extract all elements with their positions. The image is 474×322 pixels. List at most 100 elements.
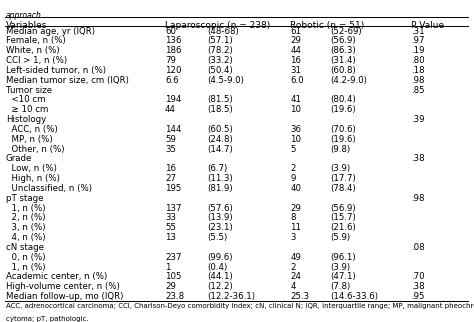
Text: (81.9): (81.9) (207, 184, 232, 193)
Text: (19.6): (19.6) (330, 105, 356, 114)
Text: 3: 3 (291, 233, 296, 242)
Text: (4.2-9.0): (4.2-9.0) (330, 76, 367, 85)
Text: (52-69): (52-69) (330, 27, 362, 36)
Text: (12.2): (12.2) (207, 282, 233, 291)
Text: (80.4): (80.4) (330, 95, 356, 104)
Text: (48-68): (48-68) (207, 27, 238, 36)
Text: (3.9): (3.9) (330, 164, 350, 173)
Text: 40: 40 (291, 184, 301, 193)
Text: Academic center, n (%): Academic center, n (%) (6, 272, 107, 281)
Text: (12.2-36.1): (12.2-36.1) (207, 292, 255, 301)
Text: 1: 1 (165, 262, 171, 271)
Text: 3, n (%): 3, n (%) (6, 223, 45, 232)
Text: .18: .18 (411, 66, 425, 75)
Text: 16: 16 (165, 164, 176, 173)
Text: .85: .85 (411, 86, 425, 95)
Text: 60: 60 (165, 27, 176, 36)
Text: 5: 5 (291, 145, 296, 154)
Text: .38: .38 (411, 282, 425, 291)
Text: 6.6: 6.6 (165, 76, 179, 85)
Text: 4, n (%): 4, n (%) (6, 233, 45, 242)
Text: (0.4): (0.4) (207, 262, 227, 271)
Text: (24.8): (24.8) (207, 135, 233, 144)
Text: 0, n (%): 0, n (%) (6, 253, 45, 262)
Text: (23.1): (23.1) (207, 223, 233, 232)
Text: 23.8: 23.8 (165, 292, 184, 301)
Text: MP, n (%): MP, n (%) (6, 135, 52, 144)
Text: 4: 4 (291, 282, 296, 291)
Text: 25.3: 25.3 (291, 292, 310, 301)
Text: 10: 10 (291, 105, 301, 114)
Text: (81.5): (81.5) (207, 95, 233, 104)
Text: 59: 59 (165, 135, 176, 144)
Text: (7.8): (7.8) (330, 282, 350, 291)
Text: 41: 41 (291, 95, 301, 104)
Text: Laparoscopic (n = 238): Laparoscopic (n = 238) (165, 21, 270, 30)
Text: (21.6): (21.6) (330, 223, 356, 232)
Text: approach: approach (6, 11, 42, 20)
Text: 136: 136 (165, 36, 182, 45)
Text: (99.6): (99.6) (207, 253, 232, 262)
Text: 6.0: 6.0 (291, 76, 304, 85)
Text: 237: 237 (165, 253, 182, 262)
Text: Other, n (%): Other, n (%) (6, 145, 64, 154)
Text: (5.5): (5.5) (207, 233, 227, 242)
Text: Robotic (n = 51): Robotic (n = 51) (291, 21, 365, 30)
Text: .38: .38 (411, 155, 425, 164)
Text: (6.7): (6.7) (207, 164, 227, 173)
Text: (70.6): (70.6) (330, 125, 356, 134)
Text: (4.5-9.0): (4.5-9.0) (207, 76, 244, 85)
Text: (44.1): (44.1) (207, 272, 233, 281)
Text: 55: 55 (165, 223, 176, 232)
Text: 11: 11 (291, 223, 301, 232)
Text: (17.7): (17.7) (330, 174, 356, 183)
Text: .98: .98 (411, 76, 425, 85)
Text: (19.6): (19.6) (330, 135, 356, 144)
Text: 8: 8 (291, 213, 296, 223)
Text: (56.9): (56.9) (330, 36, 356, 45)
Text: 194: 194 (165, 95, 182, 104)
Text: 1, n (%): 1, n (%) (6, 204, 45, 213)
Text: Left-sided tumor, n (%): Left-sided tumor, n (%) (6, 66, 106, 75)
Text: (15.7): (15.7) (330, 213, 356, 223)
Text: White, n (%): White, n (%) (6, 46, 59, 55)
Text: (50.4): (50.4) (207, 66, 233, 75)
Text: (3.9): (3.9) (330, 262, 350, 271)
Text: 137: 137 (165, 204, 182, 213)
Text: 2: 2 (291, 262, 296, 271)
Text: Female, n (%): Female, n (%) (6, 36, 65, 45)
Text: .97: .97 (411, 36, 425, 45)
Text: 2, n (%): 2, n (%) (6, 213, 45, 223)
Text: 10: 10 (291, 135, 301, 144)
Text: Median age, yr (IQR): Median age, yr (IQR) (6, 27, 95, 36)
Text: 2: 2 (291, 164, 296, 173)
Text: 27: 27 (165, 174, 176, 183)
Text: Grade: Grade (6, 155, 32, 164)
Text: 16: 16 (291, 56, 301, 65)
Text: ACC, n (%): ACC, n (%) (6, 125, 57, 134)
Text: (11.3): (11.3) (207, 174, 233, 183)
Text: 33: 33 (165, 213, 176, 223)
Text: 79: 79 (165, 56, 176, 65)
Text: 49: 49 (291, 253, 301, 262)
Text: (57.1): (57.1) (207, 36, 233, 45)
Text: 105: 105 (165, 272, 182, 281)
Text: <10 cm: <10 cm (6, 95, 45, 104)
Text: 144: 144 (165, 125, 182, 134)
Text: 120: 120 (165, 66, 182, 75)
Text: Histology: Histology (6, 115, 46, 124)
Text: (14.6-33.6): (14.6-33.6) (330, 292, 378, 301)
Text: (57.6): (57.6) (207, 204, 233, 213)
Text: (14.7): (14.7) (207, 145, 233, 154)
Text: Unclassified, n (%): Unclassified, n (%) (6, 184, 91, 193)
Text: High, n (%): High, n (%) (6, 174, 60, 183)
Text: 44: 44 (165, 105, 176, 114)
Text: (86.3): (86.3) (330, 46, 356, 55)
Text: (60.5): (60.5) (207, 125, 233, 134)
Text: 195: 195 (165, 184, 182, 193)
Text: .95: .95 (411, 292, 425, 301)
Text: (47.1): (47.1) (330, 272, 356, 281)
Text: .08: .08 (411, 243, 425, 252)
Text: 31: 31 (291, 66, 301, 75)
Text: 9: 9 (291, 174, 296, 183)
